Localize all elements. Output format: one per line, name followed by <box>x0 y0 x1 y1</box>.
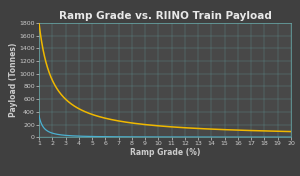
Y-axis label: Payload (Tonnes): Payload (Tonnes) <box>9 43 18 117</box>
Title: Ramp Grade vs. RIINO Train Payload: Ramp Grade vs. RIINO Train Payload <box>58 11 272 21</box>
X-axis label: Ramp Grade (%): Ramp Grade (%) <box>130 148 200 157</box>
